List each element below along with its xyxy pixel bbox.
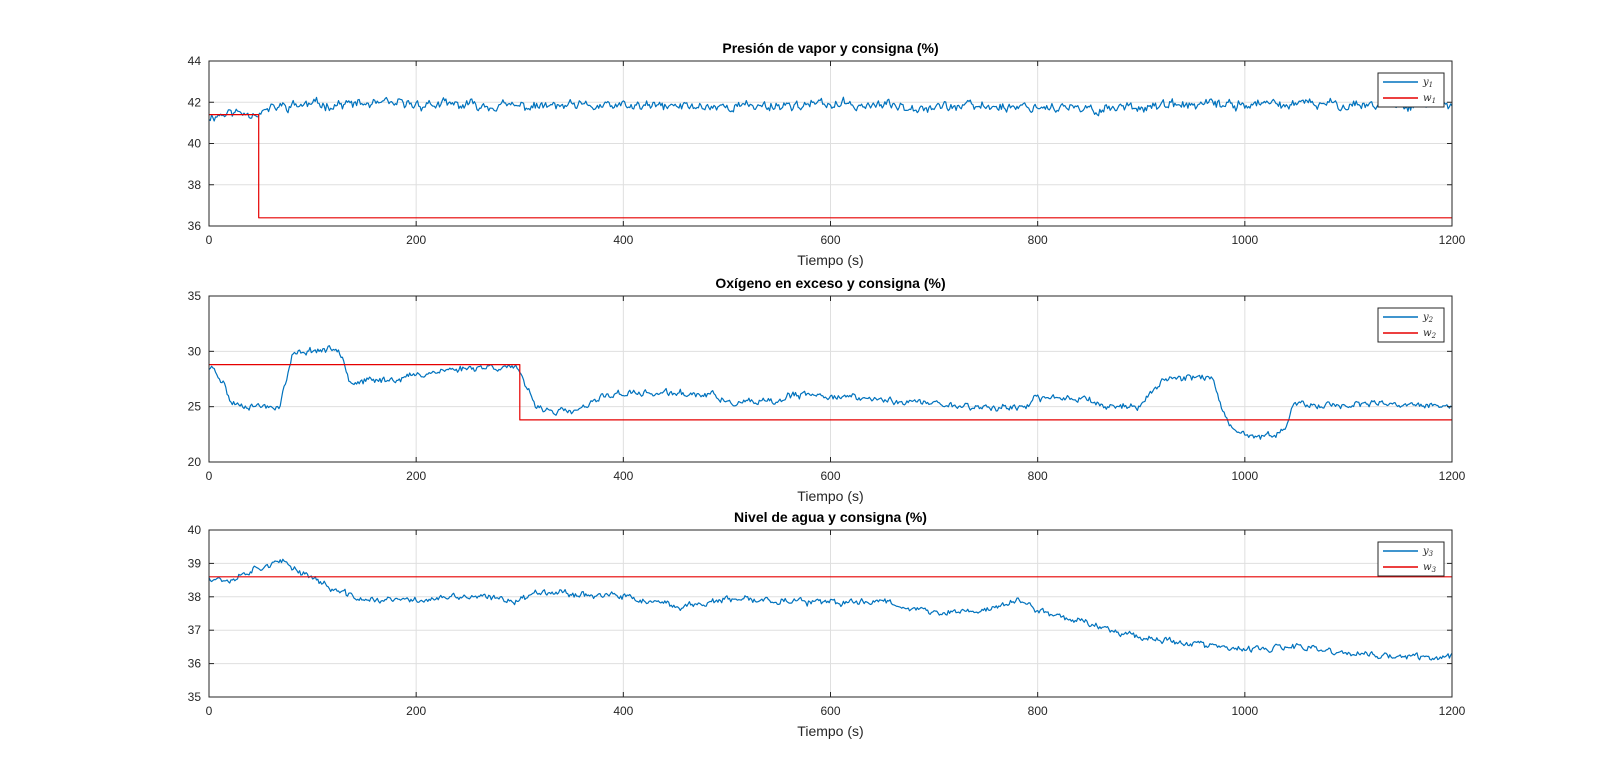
series-line-w2 [209, 364, 1452, 421]
series-line-w1 [209, 113, 1452, 219]
x-tick-label: 800 [1028, 704, 1048, 718]
legend-label-y1: y1 [1422, 77, 1433, 89]
x-tick-label: 600 [820, 233, 840, 247]
legend-box [1377, 307, 1445, 343]
legend-label-y3: y3 [1422, 546, 1434, 558]
chart-panel-1: 0 200 400 600 800 1000 1200 36 38 40 42 44 Presión d… [188, 40, 1466, 268]
y-tick-label: 25 [188, 400, 202, 414]
x-tick-label: 1000 [1231, 469, 1258, 483]
x-tick-label: 1200 [1439, 469, 1466, 483]
x-tick-label: 0 [206, 704, 213, 718]
chart-title: Presión de vapor y consigna (%) [722, 40, 938, 56]
series-group [209, 96, 1452, 219]
legend-box [1377, 72, 1445, 108]
x-tick-label: 600 [820, 704, 840, 718]
y-tick-label: 38 [188, 590, 202, 604]
series-line-y2 [209, 345, 1452, 440]
x-tick-label: 800 [1028, 469, 1048, 483]
x-tick-label: 1000 [1231, 233, 1258, 247]
chart-panel-2: 0 200 400 600 800 1000 1200 20 25 30 35 Oxígeno en … [188, 275, 1466, 504]
x-tick-label: 1200 [1439, 704, 1466, 718]
y-tick-label: 40 [188, 137, 202, 151]
x-tick-label: 400 [613, 704, 633, 718]
y-tick-label: 44 [188, 54, 202, 68]
x-tick-label: 200 [406, 233, 426, 247]
y-tick-label: 36 [188, 657, 202, 671]
x-tick-label: 1200 [1439, 233, 1466, 247]
series-line-y3 [209, 558, 1452, 661]
series-line-y1 [209, 96, 1452, 122]
x-tick-label: 0 [206, 233, 213, 247]
y-tick-label: 20 [188, 455, 202, 469]
y-tick-label: 37 [188, 623, 202, 637]
x-tick-label: 600 [820, 469, 840, 483]
series-group [209, 345, 1452, 440]
x-axis-label: Tiempo (s) [797, 252, 863, 268]
chart-title: Nivel de agua y consigna (%) [734, 509, 927, 525]
x-tick-label: 200 [406, 704, 426, 718]
x-tick-label: 200 [406, 469, 426, 483]
y-tick-label: 36 [188, 219, 202, 233]
x-axis-label: Tiempo (s) [797, 488, 863, 504]
legend-label-y2: y2 [1422, 312, 1434, 324]
y-tick-label: 35 [188, 690, 202, 704]
y-tick-label: 39 [188, 556, 202, 570]
y-tick-label: 35 [188, 289, 202, 303]
legend-box [1377, 541, 1445, 577]
x-tick-label: 400 [613, 233, 633, 247]
x-tick-label: 800 [1028, 233, 1048, 247]
x-tick-label: 400 [613, 469, 633, 483]
x-axis-label: Tiempo (s) [797, 723, 863, 739]
y-tick-label: 40 [188, 523, 202, 537]
y-tick-label: 30 [188, 344, 202, 358]
y-tick-label: 38 [188, 178, 202, 192]
x-tick-label: 1000 [1231, 704, 1258, 718]
series-group [209, 558, 1452, 661]
y-tick-label: 42 [188, 95, 202, 109]
chart-title: Oxígeno en exceso y consigna (%) [715, 275, 945, 291]
chart-panel-3: 0 200 400 600 800 1000 1200 35 36 37 38 39 40 Nivel d… [188, 509, 1466, 739]
x-tick-label: 0 [206, 469, 213, 483]
